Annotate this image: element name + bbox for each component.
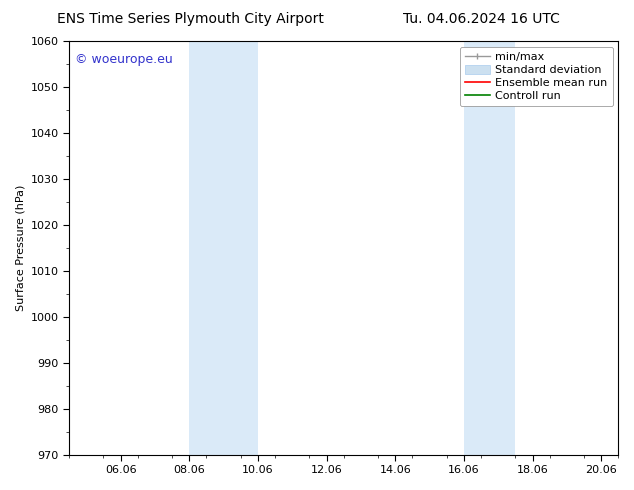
Text: Tu. 04.06.2024 16 UTC: Tu. 04.06.2024 16 UTC	[403, 12, 560, 26]
Legend: min/max, Standard deviation, Ensemble mean run, Controll run: min/max, Standard deviation, Ensemble me…	[460, 47, 613, 106]
Bar	[190, 41, 258, 455]
Text: ENS Time Series Plymouth City Airport: ENS Time Series Plymouth City Airport	[57, 12, 323, 26]
Y-axis label: Surface Pressure (hPa): Surface Pressure (hPa)	[15, 185, 25, 311]
Text: © woeurope.eu: © woeurope.eu	[75, 53, 172, 67]
Bar	[464, 41, 515, 455]
